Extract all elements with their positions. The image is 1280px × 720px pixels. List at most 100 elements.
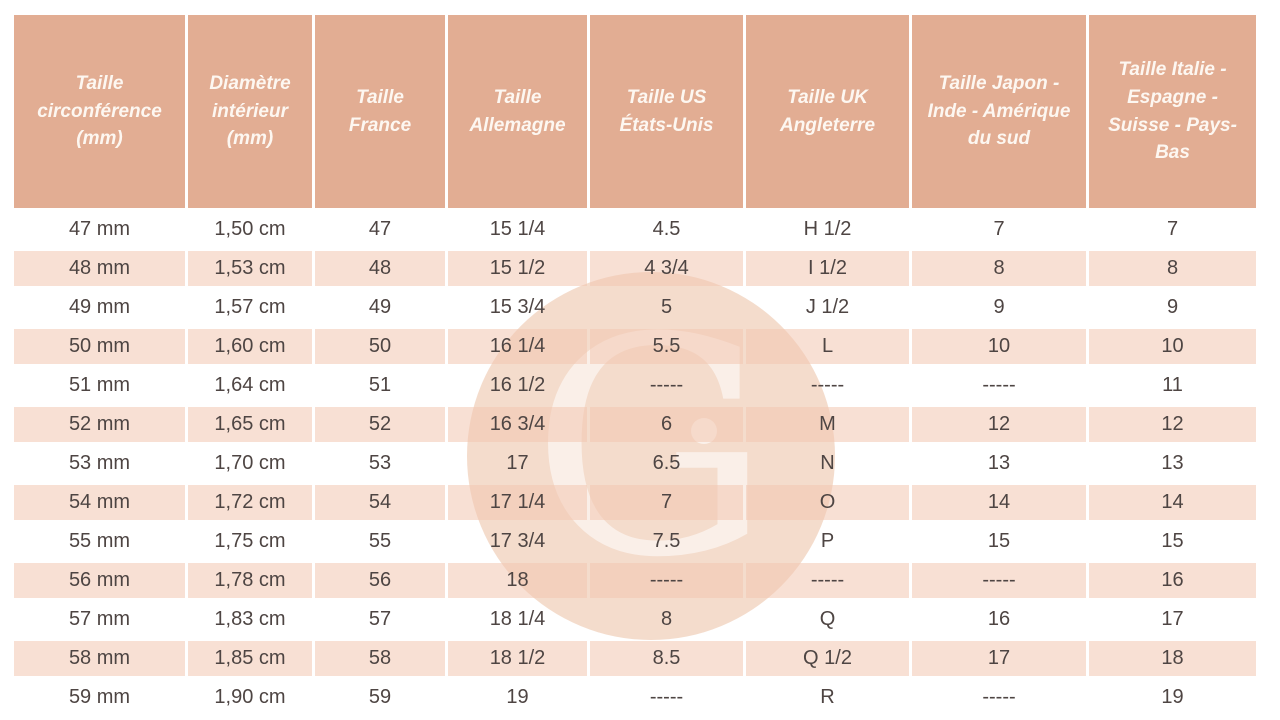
table-cell: 18 1/2 bbox=[448, 641, 587, 676]
column-header-4: Taille Allemagne bbox=[448, 15, 587, 208]
table-cell: 1,60 cm bbox=[188, 329, 312, 364]
table-cell: 1,57 cm bbox=[214, 296, 286, 318]
table-cell: 56 mm bbox=[14, 563, 185, 598]
table-cell: ----- bbox=[649, 374, 684, 396]
table-cell: 49 bbox=[368, 296, 392, 318]
table-cell: 1,50 cm bbox=[214, 218, 286, 240]
table-cell: 1,90 cm bbox=[214, 686, 286, 708]
table-cell: 56 bbox=[315, 563, 445, 598]
table-cell: 53 bbox=[368, 452, 392, 474]
table-cell: H 1/2 bbox=[803, 218, 852, 240]
table-cell: 8 bbox=[660, 608, 673, 630]
table-row-3: 49 mm 1,57 cm 49 15 3/4 5 J 1/2 9 9 bbox=[14, 290, 1256, 325]
table-row-9: 55 mm 1,75 cm 55 17 3/4 7.5 P 15 15 bbox=[14, 524, 1256, 559]
table-cell: 8.5 bbox=[590, 641, 743, 676]
table-cell: 11 bbox=[1162, 374, 1183, 396]
table-cell: 7 bbox=[590, 485, 743, 520]
table-cell: 7 bbox=[1166, 218, 1179, 240]
table-cell: 4.5 bbox=[652, 218, 681, 240]
table-cell: 1,85 cm bbox=[188, 641, 312, 676]
table-cell: 58 mm bbox=[14, 641, 185, 676]
table-cell: 18 bbox=[448, 563, 587, 598]
table-cell: 51 bbox=[368, 374, 392, 396]
table-cell: Q bbox=[819, 608, 836, 630]
table-row-2: 48 mm 1,53 cm 48 15 1/2 4 3/4 I 1/2 8 8 bbox=[14, 251, 1256, 286]
table-cell: 16 1/2 bbox=[489, 374, 546, 396]
table-cell: M bbox=[746, 407, 909, 442]
table-cell: 57 mm bbox=[68, 608, 131, 630]
column-header-8: Taille Italie - Espagne - Suisse - Pays-… bbox=[1089, 15, 1256, 208]
table-cell: 6.5 bbox=[652, 452, 681, 474]
table-row-7: 53 mm 1,70 cm 53 17 6.5 N 13 13 bbox=[14, 446, 1256, 481]
table-cell: O bbox=[746, 485, 909, 520]
table-cell: ----- bbox=[746, 563, 909, 598]
table-cell: 18 bbox=[1089, 641, 1256, 676]
table-cell: 1,64 cm bbox=[214, 374, 286, 396]
table-cell: 1,75 cm bbox=[214, 530, 286, 552]
table-cell: N bbox=[820, 452, 835, 474]
table-cell: 5.5 bbox=[590, 329, 743, 364]
table-cell: 15 bbox=[1161, 530, 1184, 552]
table-cell: 15 1/4 bbox=[489, 218, 546, 240]
table-row-1: 47 mm 1,50 cm 47 15 1/4 4.5 H 1/2 7 7 bbox=[14, 212, 1256, 247]
table-cell: ----- bbox=[649, 686, 684, 708]
table-cell: 50 bbox=[315, 329, 445, 364]
table-cell: 7.5 bbox=[652, 530, 681, 552]
table-cell: 58 bbox=[315, 641, 445, 676]
table-row-12: 58 mm 1,85 cm 58 18 1/2 8.5 Q 1/2 17 18 bbox=[14, 641, 1256, 676]
table-cell: 17 1/4 bbox=[448, 485, 587, 520]
column-header-3: Taille France bbox=[315, 15, 445, 208]
table-cell: 12 bbox=[1089, 407, 1256, 442]
table-row-4: 50 mm 1,60 cm 50 16 1/4 5.5 L 10 10 bbox=[14, 329, 1256, 364]
table-cell: 10 bbox=[912, 329, 1086, 364]
table-cell: 1,83 cm bbox=[214, 608, 286, 630]
table-cell: 18 1/4 bbox=[489, 608, 546, 630]
table-cell: 49 mm bbox=[68, 296, 131, 318]
table-cell: 52 bbox=[315, 407, 445, 442]
table-cell: 47 mm bbox=[68, 218, 131, 240]
table-cell: 16 1/4 bbox=[448, 329, 587, 364]
column-header-7: Taille Japon - Inde - Amérique du sud bbox=[912, 15, 1086, 208]
table-cell: 6 bbox=[590, 407, 743, 442]
table-cell: 48 bbox=[315, 251, 445, 286]
table-cell: 5 bbox=[660, 296, 673, 318]
table-cell: 51 mm bbox=[68, 374, 131, 396]
table-header-row: Taille circonférence (mm) Diamètre intéri… bbox=[14, 15, 1256, 208]
table-cell: 1,70 cm bbox=[214, 452, 286, 474]
table-cell: P bbox=[820, 530, 835, 552]
table-cell: 12 bbox=[912, 407, 1086, 442]
table-cell: Q 1/2 bbox=[746, 641, 909, 676]
table-cell: 19 bbox=[1161, 686, 1184, 708]
table-cell: ----- bbox=[810, 374, 845, 396]
table-cell: 7 bbox=[993, 218, 1005, 240]
table-cell: R bbox=[820, 686, 835, 708]
table-cell: 14 bbox=[912, 485, 1086, 520]
table-cell: 1,65 cm bbox=[188, 407, 312, 442]
column-header-2: Diamètre intérieur (mm) bbox=[188, 15, 312, 208]
table-cell: 15 1/2 bbox=[448, 251, 587, 286]
table-cell: ----- bbox=[590, 563, 743, 598]
table-cell: 17 3/4 bbox=[489, 530, 546, 552]
table-cell: 1,53 cm bbox=[188, 251, 312, 286]
table-cell: 4 3/4 bbox=[590, 251, 743, 286]
table-cell: ----- bbox=[912, 563, 1086, 598]
table-cell: 1,72 cm bbox=[188, 485, 312, 520]
table-cell: 15 3/4 bbox=[489, 296, 546, 318]
table-cell: ----- bbox=[982, 374, 1016, 396]
table-cell: 53 mm bbox=[68, 452, 131, 474]
table-row-13: 59 mm 1,90 cm 59 19 ----- R ----- 19 bbox=[14, 680, 1256, 715]
ring-size-conversion-table: Taille circonférence (mm) Diamètre intéri… bbox=[11, 11, 1259, 719]
table-cell: 17 bbox=[1161, 608, 1184, 630]
table-cell: 17 bbox=[506, 452, 529, 474]
table-cell: 13 bbox=[987, 452, 1011, 474]
table-cell: 15 bbox=[987, 530, 1011, 552]
table-cell: 57 bbox=[368, 608, 392, 630]
table-cell: 55 bbox=[368, 530, 392, 552]
table-row-6: 52 mm 1,65 cm 52 16 3/4 6 M 12 12 bbox=[14, 407, 1256, 442]
table-cell: 55 mm bbox=[68, 530, 131, 552]
table-cell: 13 bbox=[1161, 452, 1184, 474]
table-cell: 16 3/4 bbox=[448, 407, 587, 442]
table-cell: 54 mm bbox=[14, 485, 185, 520]
table-cell: 54 bbox=[315, 485, 445, 520]
table-row-8: 54 mm 1,72 cm 54 17 1/4 7 O 14 14 bbox=[14, 485, 1256, 520]
